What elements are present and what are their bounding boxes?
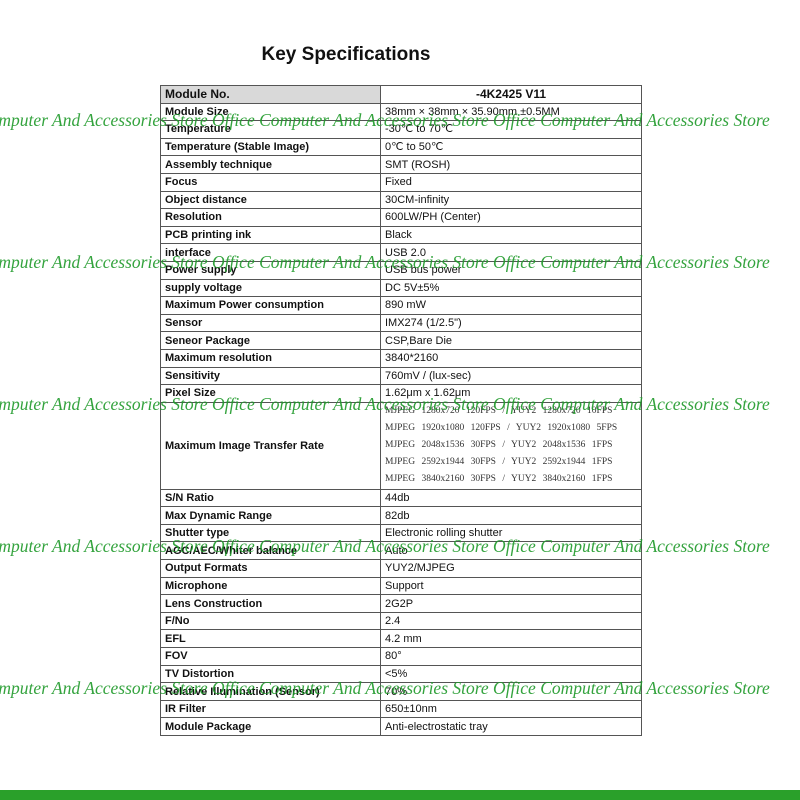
spec-value: 3840*2160: [380, 348, 642, 368]
spec-label: Relative Illumination (Sensor): [160, 682, 381, 701]
spec-label: Temperature (Stable Image): [160, 137, 381, 157]
spec-row: EFL 4.2 mm: [160, 629, 642, 649]
transfer-mode: MJPEG 2592x1944 30FPS / YUY2 2592x1944 1…: [385, 457, 613, 468]
spec-row: Module Size 38mm × 38mm × 35.90mm ±0.5MM: [160, 102, 642, 122]
spec-label: FOV: [160, 647, 381, 666]
spec-label: Focus: [160, 172, 381, 192]
spec-value: 600LW/PH (Center): [380, 208, 642, 227]
spec-row: interface USB 2.0: [160, 243, 642, 262]
spec-value: SMT (ROSH): [380, 155, 642, 174]
spec-row: Shutter type Electronic rolling shutter: [160, 523, 642, 543]
spec-value: IMX274 (1/2.5"): [380, 313, 642, 333]
transfer-mode: MJPEG 1920x1080 120FPS / YUY2 1920x1080 …: [385, 423, 618, 434]
spec-label: EFL: [160, 629, 381, 649]
spec-value: 2G2P: [380, 594, 642, 613]
spec-label: PCB printing ink: [160, 225, 381, 245]
spec-value: 890 mW: [380, 296, 642, 315]
spec-row: Sensor IMX274 (1/2.5"): [160, 313, 642, 333]
spec-row: AGC/AEC/Whiter balance Auto: [160, 541, 642, 561]
spec-value: -4K2425 V11: [380, 85, 642, 104]
spec-value: YUY2/MJPEG: [380, 559, 642, 578]
spec-row: FOV 80°: [160, 647, 642, 666]
spec-row: Temperature -30℃ to 70℃: [160, 120, 642, 139]
bottom-bar: [0, 790, 800, 800]
spec-label: Maximum Image Transfer Rate: [160, 401, 381, 490]
watermark: Computer And Accessories Store Office Co…: [0, 678, 770, 698]
spec-value: 82db: [380, 506, 642, 525]
spec-row: Microphone Support: [160, 576, 642, 596]
spec-value: 80°: [380, 647, 642, 666]
spec-row: Object distance 30CM-infinity: [160, 190, 642, 210]
title: Key Specifications: [261, 44, 431, 65]
spec-row: Maximum Image Transfer Rate MJPEG 1280x72…: [160, 401, 642, 490]
spec-row: Module No. -4K2425 V11: [160, 85, 642, 104]
spec-value: MJPEG 1280x720 120FPS / YUY2 1280x720 10…: [380, 401, 642, 490]
transfer-mode: MJPEG 3840x2160 30FPS / YUY2 3840x2160 1…: [385, 474, 613, 485]
spec-value: 650±10nm: [380, 699, 642, 719]
spec-value: 0℃ to 50℃: [380, 137, 642, 157]
spec-row: Output Formats YUY2/MJPEG: [160, 559, 642, 578]
spec-row: Assembly technique SMT (ROSH): [160, 155, 642, 174]
spec-label: Pixel Size: [160, 384, 381, 403]
spec-row: Resolution 600LW/PH (Center): [160, 208, 642, 227]
spec-value: USB 2.0: [380, 243, 642, 262]
spec-label: Max Dynamic Range: [160, 506, 381, 525]
spec-label: Resolution: [160, 208, 381, 227]
spec-value: 1.62μm x 1.62μm: [380, 384, 642, 403]
spec-label: S/N Ratio: [160, 488, 381, 508]
spec-value: 30CM-infinity: [380, 190, 642, 210]
spec-row: Maximum resolution 3840*2160: [160, 348, 642, 368]
watermark: Computer And Accessories Store Office Co…: [0, 536, 770, 556]
spec-row: Maximum Power consumption 890 mW: [160, 296, 642, 315]
spec-label: F/No: [160, 611, 381, 631]
spec-label: Module No.: [160, 85, 381, 104]
spec-row: Max Dynamic Range 82db: [160, 506, 642, 525]
transfer-mode: MJPEG 1280x720 120FPS / YUY2 1280x720 10…: [385, 406, 613, 417]
spec-value: Support: [380, 576, 642, 596]
spec-value: 44db: [380, 488, 642, 508]
spec-value: DC 5V±5%: [380, 278, 642, 298]
spec-label: Object distance: [160, 190, 381, 210]
spec-row: F/No 2.4: [160, 611, 642, 631]
spec-value: 4.2 mm: [380, 629, 642, 649]
spec-value: 2.4: [380, 611, 642, 631]
spec-value: Anti-electrostatic tray: [380, 717, 642, 736]
spec-label: IR Filter: [160, 699, 381, 719]
spec-label: supply voltage: [160, 278, 381, 298]
spec-label: Assembly technique: [160, 155, 381, 174]
spec-row: Sensitivity 760mV / (lux-sec): [160, 366, 642, 386]
spec-label: Maximum Power consumption: [160, 296, 381, 315]
spec-label: AGC/AEC/Whiter balance: [160, 541, 381, 561]
spec-row: Temperature (Stable Image) 0℃ to 50℃: [160, 137, 642, 157]
spec-row: Seneor Package CSP,Bare Die: [160, 331, 642, 350]
spec-value: -30℃ to 70℃: [380, 120, 642, 139]
spec-value: CSP,Bare Die: [380, 331, 642, 350]
spec-label: Maximum resolution: [160, 348, 381, 368]
spec-value: 760mV / (lux-sec): [380, 366, 642, 386]
spec-row: Lens Construction 2G2P: [160, 594, 642, 613]
spec-label: Sensitivity: [160, 366, 381, 386]
spec-row: Focus Fixed: [160, 172, 642, 192]
spec-row: Pixel Size 1.62μm x 1.62μm: [160, 384, 642, 403]
watermark: Computer And Accessories Store Office Co…: [0, 252, 770, 272]
spec-row: PCB printing ink Black: [160, 225, 642, 245]
watermark: Computer And Accessories Store Office Co…: [0, 110, 770, 130]
spec-label: Sensor: [160, 313, 381, 333]
watermark: Computer And Accessories Store Office Co…: [0, 394, 770, 414]
spec-label: Microphone: [160, 576, 381, 596]
transfer-mode: MJPEG 2048x1536 30FPS / YUY2 2048x1536 1…: [385, 440, 613, 451]
spec-value: Black: [380, 225, 642, 245]
spec-label: Lens Construction: [160, 594, 381, 613]
spec-row: S/N Ratio 44db: [160, 488, 642, 508]
spec-label: Output Formats: [160, 559, 381, 578]
spec-label: Module Package: [160, 717, 381, 736]
spec-value: Fixed: [380, 172, 642, 192]
spec-row: supply voltage DC 5V±5%: [160, 278, 642, 298]
spec-label: Seneor Package: [160, 331, 381, 350]
spec-row: IR Filter 650±10nm: [160, 699, 642, 719]
spec-row: Module Package Anti-electrostatic tray: [160, 717, 642, 736]
spec-table: Module No. -4K2425 V11 Module Size 38mm × 3…: [160, 85, 642, 736]
